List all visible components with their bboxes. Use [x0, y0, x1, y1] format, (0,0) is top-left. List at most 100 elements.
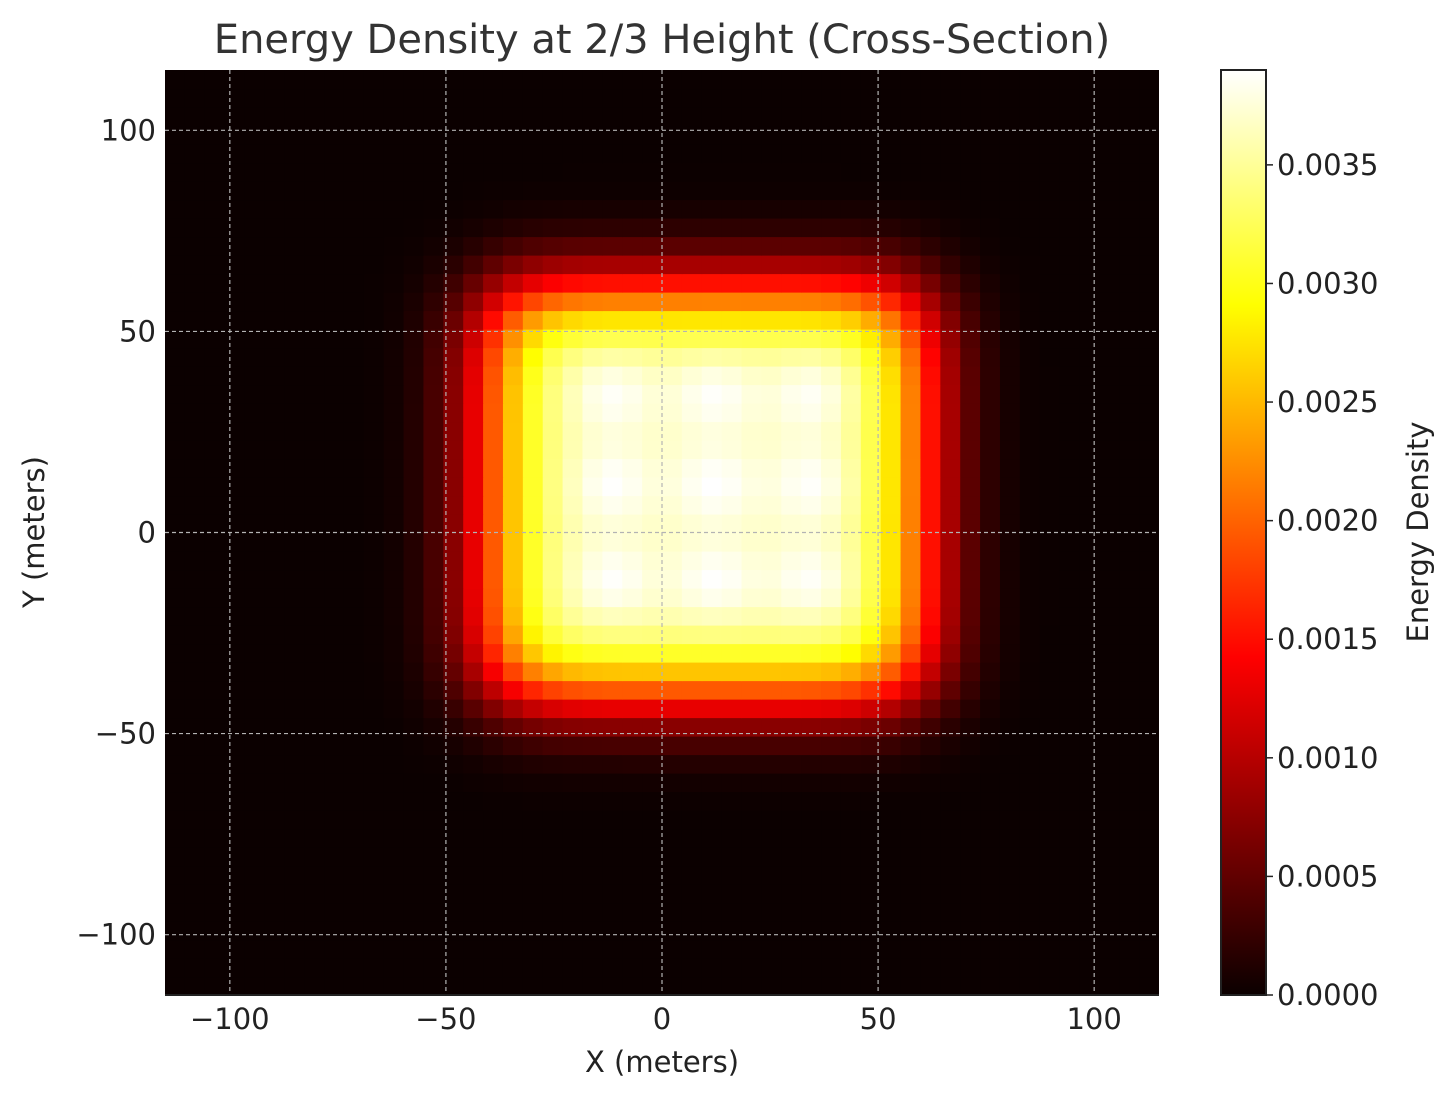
- heatmap-cell: [562, 440, 584, 460]
- heatmap-cell: [1139, 292, 1159, 312]
- heatmap-cell: [821, 699, 842, 719]
- heatmap-cell: [662, 310, 683, 330]
- heatmap-cell: [781, 847, 802, 867]
- heatmap-cell: [363, 810, 385, 830]
- heatmap-cell: [980, 884, 1001, 904]
- heatmap-cell: [522, 736, 544, 756]
- heatmap-cell: [204, 680, 226, 700]
- heatmap-cell: [721, 662, 743, 682]
- heatmap-cell: [522, 458, 544, 478]
- heatmap-cell: [522, 921, 544, 941]
- heatmap-cell: [900, 865, 922, 885]
- heatmap-cell: [960, 347, 981, 367]
- heatmap-cell: [781, 347, 802, 367]
- heatmap-cell: [781, 495, 802, 515]
- heatmap-cell: [383, 976, 405, 995]
- heatmap-cell: [363, 440, 385, 460]
- heatmap-cell: [403, 828, 425, 848]
- heatmap-cell: [582, 70, 603, 90]
- heatmap-cell: [383, 70, 405, 90]
- heatmap-cell: [582, 218, 603, 238]
- heatmap-cell: [343, 736, 365, 756]
- heatmap-cell: [324, 532, 345, 552]
- heatmap-cell: [1119, 921, 1140, 941]
- heatmap-cell: [343, 588, 365, 608]
- heatmap-cell: [324, 569, 345, 589]
- heatmap-cell: [582, 347, 603, 367]
- heatmap-cell: [860, 218, 882, 238]
- heatmap-cell: [1139, 569, 1159, 589]
- heatmap-cell: [1139, 458, 1159, 478]
- heatmap-cell: [1119, 273, 1140, 293]
- heatmap-cell: [821, 236, 842, 256]
- heatmap-cell: [1019, 403, 1041, 423]
- heatmap-cell: [363, 181, 385, 201]
- heatmap-cell: [840, 199, 862, 219]
- heatmap-cell: [1039, 865, 1061, 885]
- heatmap-cell: [284, 606, 305, 626]
- heatmap-cell: [582, 791, 603, 811]
- heatmap-cell: [403, 70, 425, 90]
- heatmap-cell: [165, 791, 186, 811]
- heatmap-cell: [423, 273, 444, 293]
- heatmap-cell: [204, 717, 226, 737]
- heatmap-cell: [1059, 699, 1081, 719]
- heatmap-cell: [900, 199, 922, 219]
- heatmap-cell: [1039, 810, 1061, 830]
- heatmap-cell: [165, 88, 186, 108]
- heatmap-cell: [1099, 773, 1120, 793]
- heatmap-cell: [880, 754, 902, 774]
- heatmap-cell: [781, 865, 802, 885]
- heatmap-cell: [363, 144, 385, 164]
- heatmap-cell: [1139, 329, 1159, 349]
- heatmap-cell: [761, 625, 782, 645]
- heatmap-cell: [860, 347, 882, 367]
- heatmap-cell: [662, 736, 683, 756]
- heatmap-cell: [463, 810, 484, 830]
- heatmap-cell: [502, 495, 524, 515]
- heatmap-cell: [1139, 736, 1159, 756]
- heatmap-cell: [463, 255, 484, 275]
- heatmap-cell: [920, 403, 941, 423]
- heatmap-cell: [1019, 699, 1041, 719]
- heatmap-cell: [224, 921, 246, 941]
- heatmap-cell: [562, 88, 584, 108]
- heatmap-cell: [264, 403, 285, 423]
- heatmap-cell: [622, 88, 643, 108]
- heatmap-cell: [662, 273, 683, 293]
- heatmap-cell: [502, 199, 524, 219]
- heatmap-cell: [781, 588, 802, 608]
- heatmap-cell: [403, 162, 425, 182]
- heatmap-cell: [204, 569, 226, 589]
- heatmap-cell: [1059, 199, 1081, 219]
- heatmap-cell: [602, 939, 623, 959]
- heatmap-cell: [483, 810, 504, 830]
- heatmap-cell: [244, 329, 265, 349]
- heatmap-cell: [383, 347, 405, 367]
- heatmap-cell: [1059, 791, 1081, 811]
- heatmap-cell: [681, 199, 703, 219]
- heatmap-cell: [542, 181, 564, 201]
- heatmap-cell: [721, 218, 743, 238]
- heatmap-cell: [1039, 162, 1061, 182]
- heatmap-cell: [980, 736, 1001, 756]
- heatmap-cell: [860, 403, 882, 423]
- heatmap-cell: [284, 310, 305, 330]
- heatmap-cell: [940, 791, 961, 811]
- heatmap-cell: [1079, 107, 1100, 127]
- heatmap-cell: [403, 514, 425, 534]
- heatmap-cell: [542, 421, 564, 441]
- heatmap-cell: [1139, 791, 1159, 811]
- heatmap-cell: [880, 273, 902, 293]
- heatmap-cell: [463, 144, 484, 164]
- heatmap-cell: [304, 477, 325, 497]
- heatmap-cell: [403, 736, 425, 756]
- heatmap-cell: [960, 384, 981, 404]
- heatmap-cell: [1039, 643, 1061, 663]
- heatmap-cell: [502, 551, 524, 571]
- heatmap-cell: [562, 477, 584, 497]
- heatmap-cell: [204, 255, 226, 275]
- heatmap-cell: [522, 310, 544, 330]
- heatmap-cell: [1119, 162, 1140, 182]
- heatmap-cell: [582, 292, 603, 312]
